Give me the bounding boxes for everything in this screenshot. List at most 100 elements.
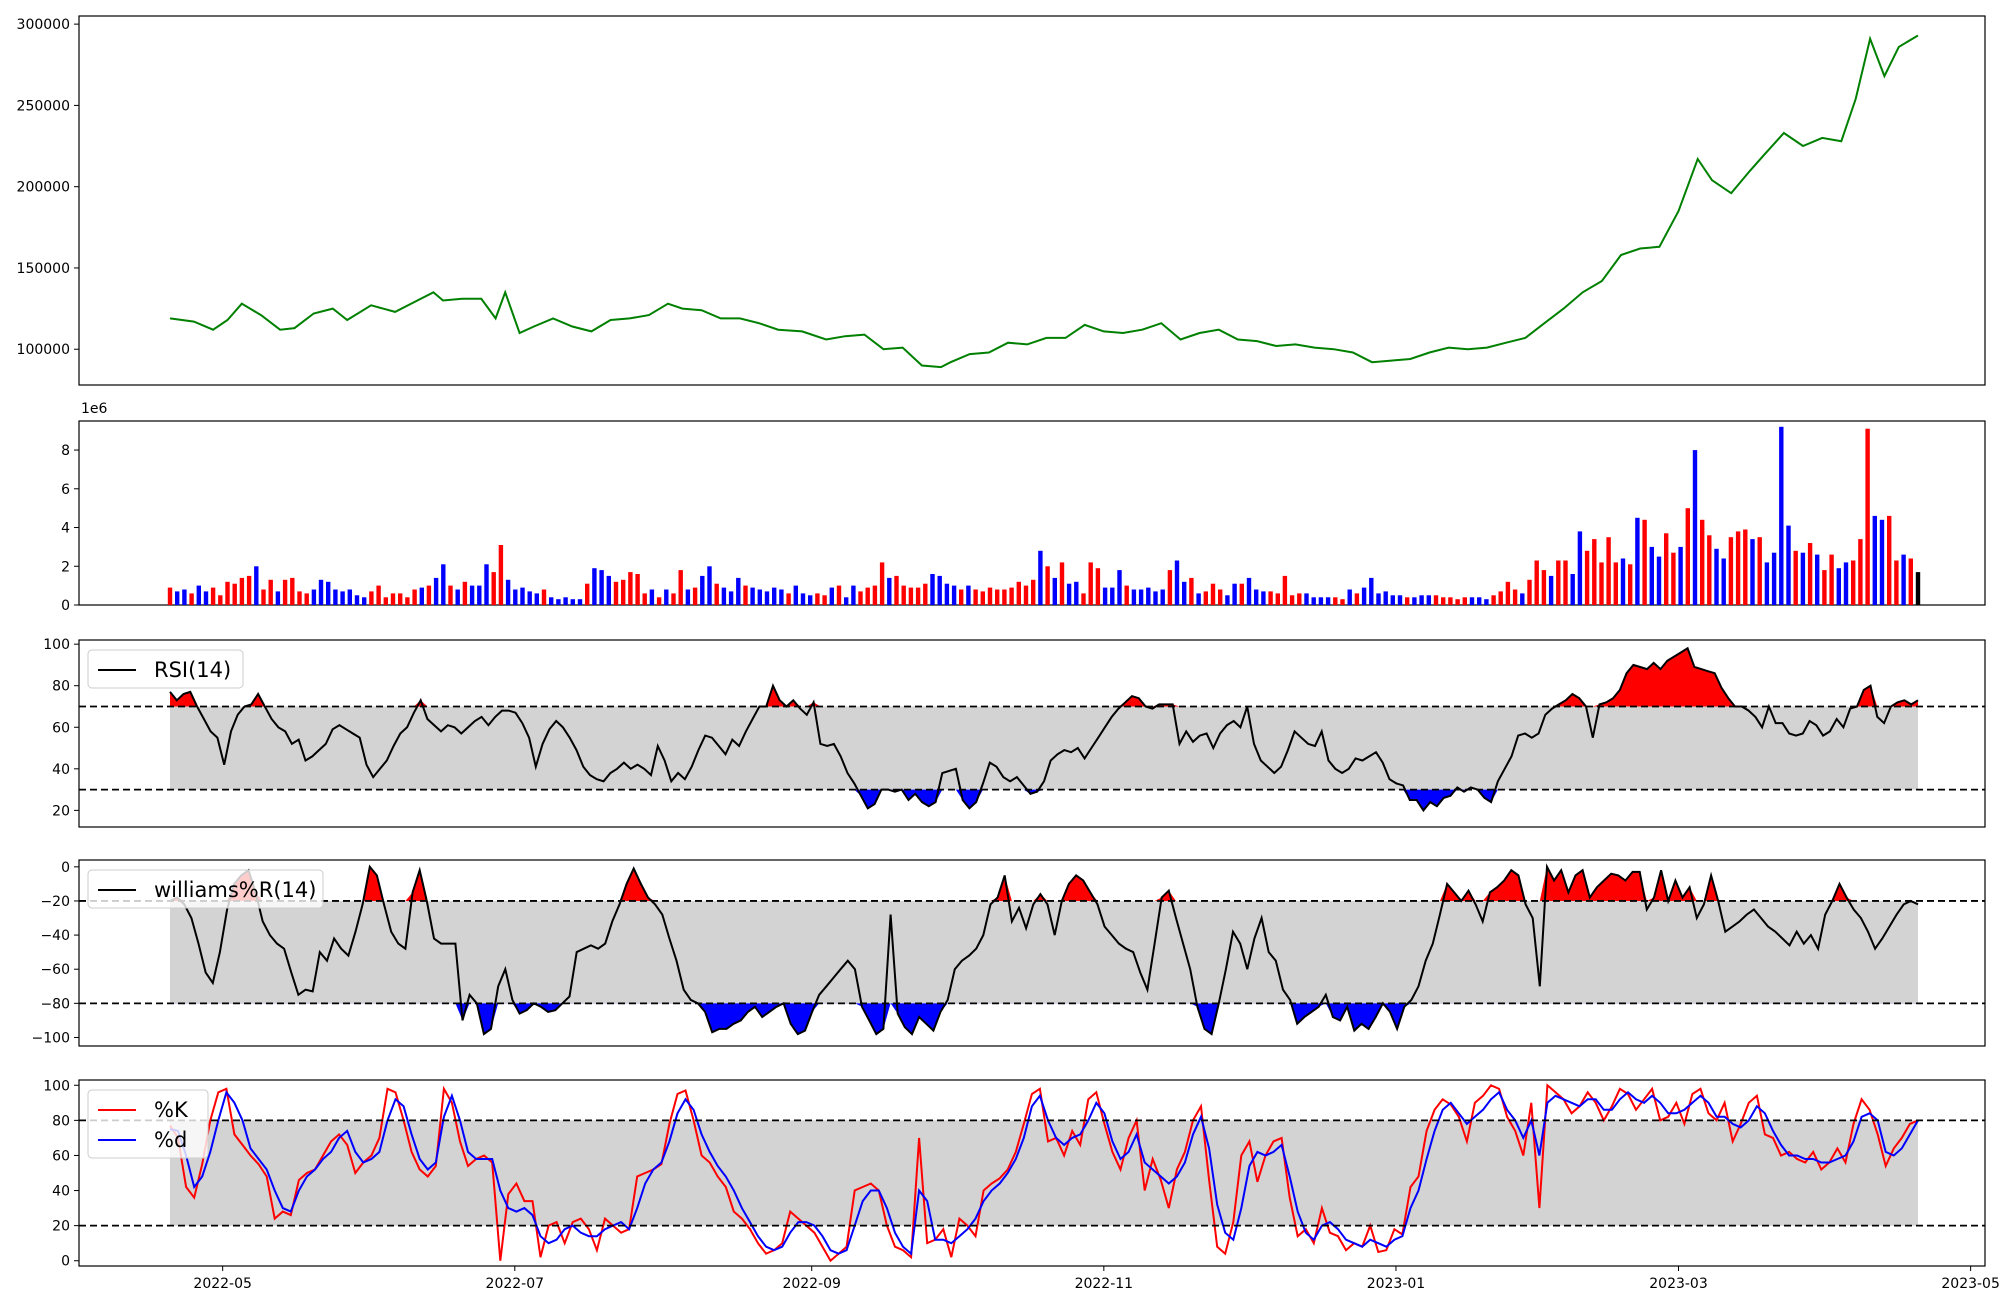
volume-bar: [290, 577, 295, 605]
volume-bar: [1829, 554, 1834, 605]
volume-bar: [915, 587, 921, 605]
volume-bar: [1822, 570, 1827, 605]
volume-bar: [1066, 583, 1072, 605]
volume-bar: [987, 587, 993, 605]
volume-bar: [836, 585, 842, 605]
volume-bar: [433, 577, 439, 605]
volume-bar: [1268, 591, 1273, 605]
volume-bar: [1728, 537, 1734, 605]
volume-bar: [376, 585, 381, 605]
volume-bar: [671, 593, 676, 605]
volume-bar: [1110, 587, 1115, 605]
volume-bar: [1354, 593, 1360, 605]
volume-bar: [182, 589, 187, 605]
volume-bar: [1246, 577, 1252, 605]
x-tick-label: 2022-09: [782, 1276, 841, 1292]
stochastic-y-tick-label: 40: [52, 1184, 70, 1200]
williams-y-tick-label: −80: [40, 996, 70, 1012]
williams-overbought-fill: [170, 866, 1918, 901]
volume-bar: [354, 595, 360, 605]
legend-box: [87, 869, 324, 909]
volume-bar: [664, 589, 669, 605]
volume-bar: [1088, 562, 1093, 605]
volume-bar: [606, 575, 611, 605]
volume-bar: [513, 589, 518, 605]
volume-bar: [1527, 579, 1532, 605]
volume-bar: [858, 591, 863, 605]
volume-bar: [1225, 595, 1230, 605]
williams-y-tick-label: 0: [61, 860, 70, 876]
volume-bar: [1570, 574, 1575, 605]
volume-bar: [692, 587, 698, 605]
stochastic-y-tick-label: 20: [52, 1219, 70, 1235]
volume-bar: [196, 585, 201, 605]
volume-bar: [189, 593, 194, 605]
x-axis: 2022-05 2022-07 2022-09 2022-11 2023-01 2023-…: [193, 1266, 2000, 1292]
volume-bar: [1836, 568, 1841, 605]
volume-bar: [1239, 583, 1244, 605]
volume-bar: [599, 570, 604, 605]
volume-bar: [649, 589, 655, 605]
volume-bar: [1282, 575, 1288, 605]
volume-scale-label: 1e6: [81, 401, 108, 417]
volume-bar: [1045, 566, 1050, 605]
volume-bar: [1750, 539, 1755, 605]
volume-bar: [800, 593, 806, 605]
volume-bar: [1484, 599, 1489, 605]
volume-bar: [1786, 525, 1791, 605]
rsi-y-tick-label: 100: [43, 637, 70, 653]
volume-bar: [1771, 552, 1777, 605]
volume-bar: [887, 577, 892, 605]
volume-bar: [700, 575, 705, 605]
volume-bar: [1678, 546, 1683, 605]
volume-bar: [772, 587, 777, 605]
volume-bar: [930, 574, 935, 605]
volume-bar: [1577, 531, 1583, 605]
volume-bar: [1757, 537, 1762, 605]
volume-bar: [1908, 558, 1913, 605]
volume-panel: 0 2 4 6 8 1e6: [61, 401, 1986, 614]
volume-bar: [1174, 560, 1180, 605]
volume-bar: [721, 587, 727, 605]
volume-bar: [1196, 593, 1201, 605]
volume-bar: [1469, 597, 1475, 605]
volume-bar: [175, 591, 180, 605]
williams-line: [169, 863, 1919, 1036]
volume-bar: [1383, 591, 1388, 605]
volume-bar: [1700, 519, 1705, 605]
volume-bar: [462, 581, 468, 605]
volume-bar: [297, 591, 302, 605]
volume-bar: [1901, 554, 1906, 605]
volume-bar: [282, 579, 288, 605]
volume-bar: [822, 595, 827, 605]
volume-bar: [1887, 515, 1892, 605]
volume-bar: [1541, 570, 1547, 605]
volume-bar: [1692, 450, 1698, 605]
volume-bar: [1613, 562, 1618, 605]
stochastic-d-line: [169, 1090, 1919, 1256]
volume-bar: [347, 589, 352, 605]
volume-bar: [736, 577, 741, 605]
volume-bar: [865, 587, 870, 605]
volume-bar: [549, 597, 554, 605]
volume-bar: [779, 589, 784, 605]
williams-neutral-band: [169, 900, 1918, 1004]
volume-bar: [1361, 587, 1367, 605]
volume-bar: [1764, 562, 1770, 605]
volume-bar: [268, 579, 273, 605]
volume-bar: [1146, 587, 1151, 605]
volume-bar: [1498, 591, 1503, 605]
volume-bar: [1534, 560, 1539, 605]
volume-bar: [1872, 515, 1877, 605]
volume-y-tick-label: 8: [61, 443, 70, 459]
stochastic-frame: [78, 1079, 1986, 1267]
x-tick-label: 2022-11: [1075, 1276, 1134, 1292]
volume-bar: [362, 597, 367, 605]
x-tick-label: 2023-01: [1367, 1276, 1426, 1292]
volume-bar: [469, 585, 475, 605]
volume-bar: [1218, 589, 1223, 605]
stochastic-neutral-band: [169, 1120, 1918, 1226]
price-line: [169, 34, 1919, 369]
volume-bar: [1009, 587, 1014, 605]
volume-bar: [678, 570, 683, 605]
